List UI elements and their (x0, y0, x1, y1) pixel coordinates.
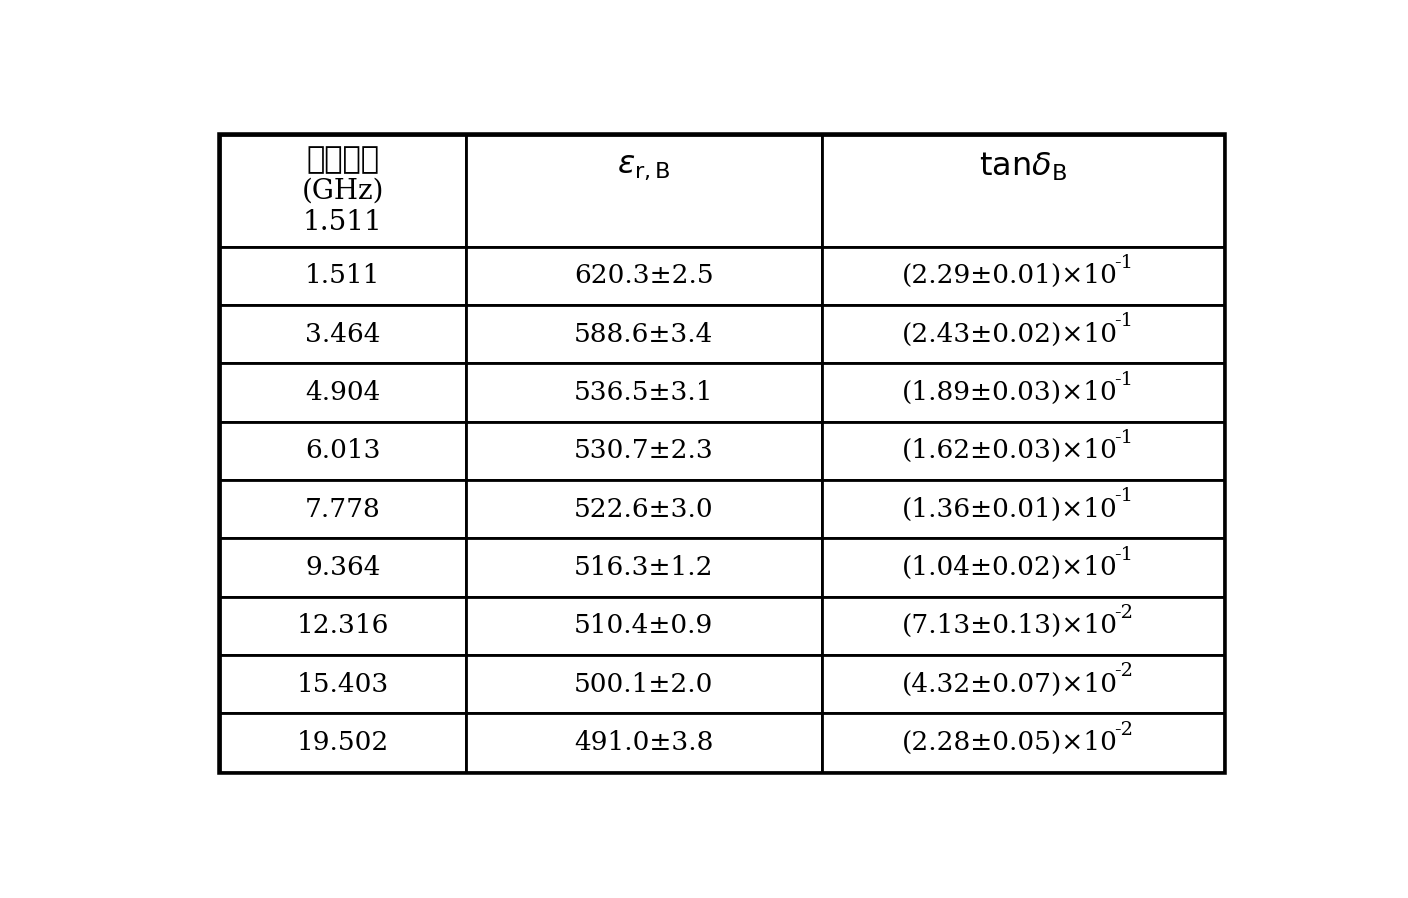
Text: $\varepsilon_{\mathregular{r,B}}$: $\varepsilon_{\mathregular{r,B}}$ (617, 151, 670, 182)
Text: 510.4±0.9: 510.4±0.9 (574, 613, 714, 638)
Bar (220, 247, 466, 305)
Text: 530.7±2.3: 530.7±2.3 (574, 438, 714, 463)
Text: 7.778: 7.778 (304, 497, 380, 522)
Text: 测试频率: 测试频率 (306, 145, 379, 174)
Text: (GHz): (GHz) (301, 178, 384, 205)
Bar (220, 538, 466, 596)
Text: 620.3±2.5: 620.3±2.5 (574, 263, 714, 288)
Bar (822, 305, 1224, 364)
Bar (220, 305, 466, 364)
Text: 12.316: 12.316 (297, 613, 389, 638)
Text: -2: -2 (1114, 662, 1133, 681)
Text: 588.6±3.4: 588.6±3.4 (574, 321, 714, 347)
Text: (2.43±0.02)×10: (2.43±0.02)×10 (901, 321, 1118, 347)
Text: -1: -1 (1114, 371, 1133, 389)
Bar (466, 713, 822, 771)
Bar (466, 422, 822, 480)
Text: (4.32±0.07)×10: (4.32±0.07)×10 (901, 672, 1118, 697)
Bar (822, 364, 1224, 422)
Text: (2.29±0.01)×10: (2.29±0.01)×10 (901, 263, 1118, 288)
Bar (822, 596, 1224, 655)
Text: -1: -1 (1114, 429, 1133, 447)
Text: 9.364: 9.364 (306, 555, 380, 580)
Bar (466, 655, 822, 713)
Text: (1.89±0.03)×10: (1.89±0.03)×10 (901, 380, 1118, 405)
Bar (466, 247, 822, 305)
Bar (220, 596, 466, 655)
Bar (822, 247, 1224, 305)
Text: (1.62±0.03)×10: (1.62±0.03)×10 (901, 438, 1118, 463)
Bar (220, 422, 466, 480)
Text: -1: -1 (1114, 488, 1133, 506)
Text: (7.13±0.13)×10: (7.13±0.13)×10 (901, 613, 1118, 638)
Bar (466, 305, 822, 364)
Bar (466, 136, 822, 247)
Text: 536.5±3.1: 536.5±3.1 (574, 380, 714, 405)
Bar (822, 480, 1224, 538)
Text: 500.1±2.0: 500.1±2.0 (574, 672, 714, 697)
Text: 1.511: 1.511 (306, 263, 380, 288)
Bar (466, 364, 822, 422)
Text: (1.36±0.01)×10: (1.36±0.01)×10 (901, 497, 1118, 522)
Text: -1: -1 (1114, 546, 1133, 564)
Bar (220, 713, 466, 771)
Bar (220, 364, 466, 422)
Bar (466, 480, 822, 538)
Text: 19.502: 19.502 (297, 730, 389, 755)
Text: 3.464: 3.464 (306, 321, 380, 347)
Text: -1: -1 (1114, 254, 1133, 272)
Text: 15.403: 15.403 (297, 672, 389, 697)
Text: 522.6±3.0: 522.6±3.0 (574, 497, 714, 522)
Text: 516.3±1.2: 516.3±1.2 (574, 555, 714, 580)
Bar (822, 422, 1224, 480)
Bar (822, 136, 1224, 247)
Text: -2: -2 (1114, 720, 1133, 738)
Text: (2.28±0.05)×10: (2.28±0.05)×10 (901, 730, 1118, 755)
Text: $\mathrm{tan}\delta_{\mathregular{B}}$: $\mathrm{tan}\delta_{\mathregular{B}}$ (979, 150, 1067, 183)
Bar (466, 538, 822, 596)
Text: 4.904: 4.904 (306, 380, 380, 405)
Text: 6.013: 6.013 (306, 438, 380, 463)
Bar (822, 538, 1224, 596)
Bar (822, 655, 1224, 713)
Bar (220, 480, 466, 538)
Text: 491.0±3.8: 491.0±3.8 (574, 730, 714, 755)
Text: -1: -1 (1114, 313, 1133, 330)
Text: -2: -2 (1114, 604, 1133, 622)
Bar (220, 655, 466, 713)
Bar (220, 136, 466, 247)
Bar (822, 713, 1224, 771)
Text: 1.511: 1.511 (303, 208, 383, 236)
Text: (1.04±0.02)×10: (1.04±0.02)×10 (901, 555, 1118, 580)
Bar (466, 596, 822, 655)
